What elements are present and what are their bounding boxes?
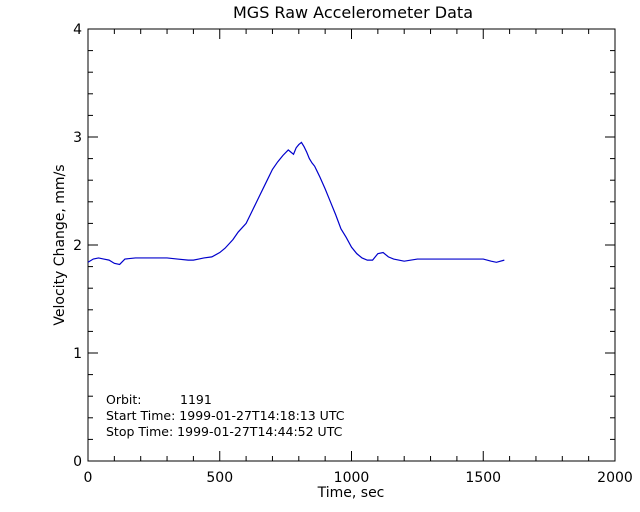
y-tick-label: 2 bbox=[73, 238, 82, 254]
x-tick-label: 500 bbox=[206, 470, 233, 486]
y-tick-label: 1 bbox=[73, 346, 82, 362]
x-axis-label: Time, sec bbox=[317, 485, 385, 501]
x-tick-label: 0 bbox=[84, 470, 93, 486]
y-tick-label: 3 bbox=[73, 130, 82, 146]
y-axis-label: Velocity Change, mm/s bbox=[52, 164, 68, 325]
x-tick-label: 1500 bbox=[465, 470, 501, 486]
y-tick-label: 0 bbox=[73, 454, 82, 470]
axes-group bbox=[87, 28, 616, 462]
info-block: Orbit: 1191 Start Time: 1999-01-27T14:18… bbox=[106, 392, 345, 439]
plot-frame bbox=[87, 28, 616, 462]
stop-time-text: Stop Time: 1999-01-27T14:44:52 UTC bbox=[106, 424, 343, 439]
series-line bbox=[87, 141, 505, 266]
ticks-group bbox=[87, 28, 616, 462]
orbit-value: 1191 bbox=[180, 392, 212, 407]
x-tick-label: 1000 bbox=[334, 470, 370, 486]
chart-title: MGS Raw Accelerometer Data bbox=[233, 3, 473, 22]
orbit-label: Orbit: bbox=[106, 392, 142, 407]
tick-labels-group: 0 500 1000 1500 2000 0 1 2 3 4 bbox=[73, 22, 633, 486]
y-tick-label: 4 bbox=[73, 22, 82, 38]
x-tick-label: 2000 bbox=[597, 470, 633, 486]
start-time-text: Start Time: 1999-01-27T14:18:13 UTC bbox=[106, 408, 345, 423]
